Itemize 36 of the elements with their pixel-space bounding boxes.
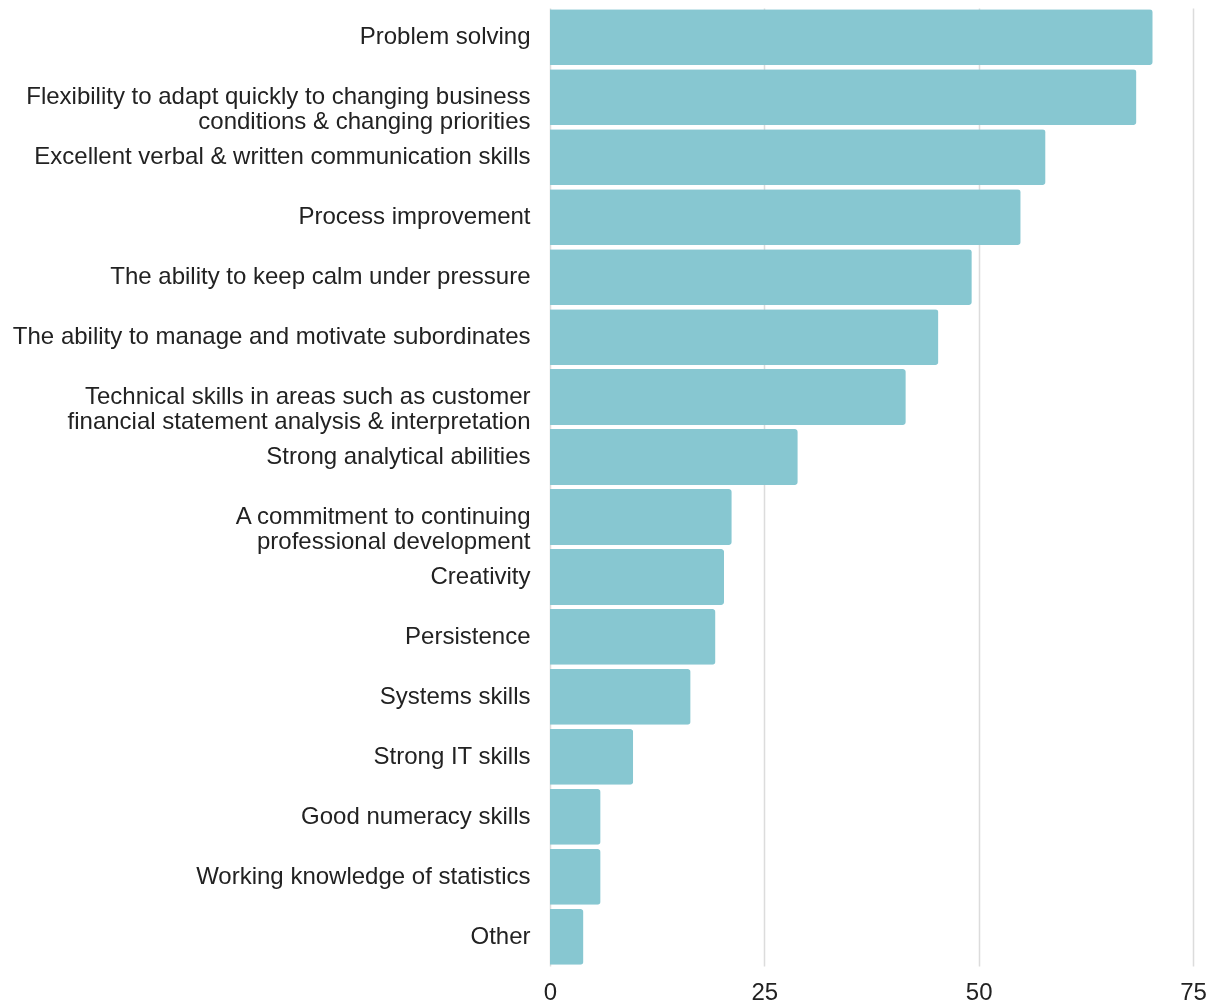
y-tick-label: Other xyxy=(470,921,531,949)
x-tick-label: 75 xyxy=(1180,977,1207,1003)
y-tick-label: The ability to keep calm under pressure xyxy=(110,262,531,290)
bar xyxy=(550,549,725,605)
y-tick-label: Flexibility to adapt quickly to changing business conditions & changing priorities xyxy=(26,82,531,135)
bar xyxy=(550,249,972,305)
bar xyxy=(550,189,1021,245)
bar xyxy=(550,849,601,905)
y-tick-label: Process improvement xyxy=(298,202,531,230)
bar xyxy=(550,729,634,785)
bar xyxy=(550,429,798,485)
y-tick-label: Persistence xyxy=(405,621,531,649)
y-tick-label: Strong analytical abilities xyxy=(266,442,531,470)
bar xyxy=(550,489,732,545)
y-tick-label: Problem solving xyxy=(359,22,531,50)
x-tick-label: 25 xyxy=(751,977,779,1003)
x-tick-label: 0 xyxy=(543,977,558,1003)
x-tick-label: 50 xyxy=(965,977,993,1003)
bar xyxy=(550,129,1046,185)
bar xyxy=(550,609,716,665)
bar xyxy=(550,309,939,365)
y-tick-label: Strong IT skills xyxy=(373,741,531,769)
bar xyxy=(550,9,1153,65)
y-tick-label: Working knowledge of statistics xyxy=(196,861,531,889)
bar xyxy=(550,69,1137,125)
y-tick-label: Creativity xyxy=(430,561,531,589)
y-tick-label: Technical skills in areas such as customer financial statement analysis & interpretation xyxy=(67,382,531,435)
y-tick-label: The ability to manage and motivate subordinates xyxy=(12,322,531,350)
y-tick-label: Systems skills xyxy=(379,681,531,709)
y-tick-label: A commitment to continuing professional development xyxy=(235,501,531,554)
bar xyxy=(550,369,906,425)
bar xyxy=(550,909,584,965)
bar xyxy=(550,789,601,845)
bar xyxy=(550,669,691,725)
y-tick-label: Excellent verbal & written communication skills xyxy=(34,142,531,170)
y-tick-label: Good numeracy skills xyxy=(301,801,531,829)
